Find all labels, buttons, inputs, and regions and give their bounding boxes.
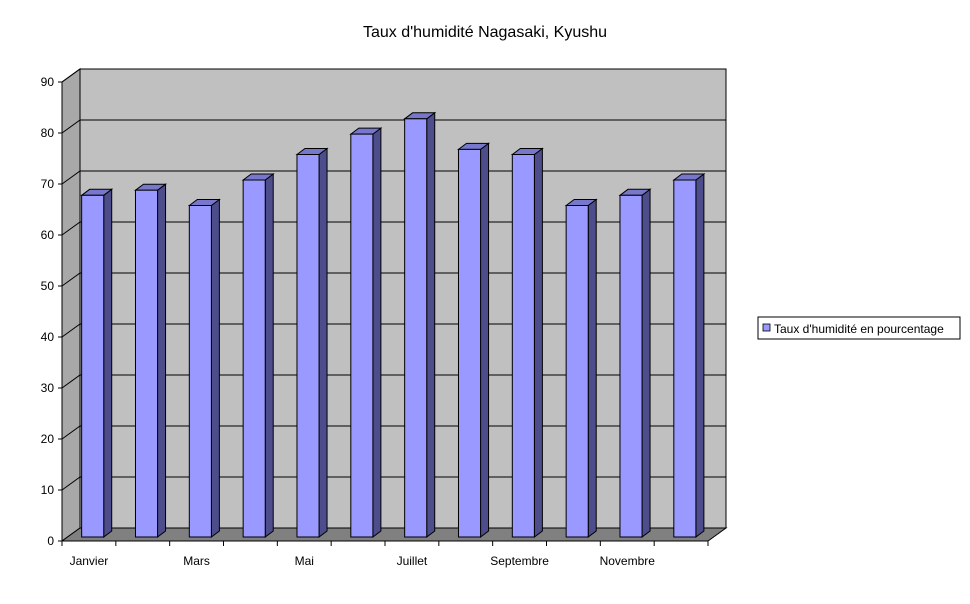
legend-box <box>757 316 961 340</box>
x-tick-label: Janvier <box>70 554 109 568</box>
y-tick-label: 10 <box>41 483 55 497</box>
gridline <box>61 323 726 338</box>
y-tick-label: 90 <box>41 75 55 89</box>
gridline <box>61 170 726 185</box>
gridline <box>61 374 726 389</box>
bar <box>188 205 212 538</box>
bar <box>242 179 266 538</box>
bar-side <box>641 188 651 538</box>
bar <box>511 154 535 538</box>
bar-side <box>372 127 382 538</box>
gridline <box>61 221 726 236</box>
bar <box>673 179 697 538</box>
y-tick-label: 50 <box>41 279 55 293</box>
side-wall <box>61 68 81 542</box>
bar-side <box>533 147 543 538</box>
gridline <box>61 425 726 440</box>
x-tick-label: Novembre <box>600 554 656 568</box>
y-tick-label: 0 <box>47 534 54 548</box>
y-tick-label: 30 <box>41 381 55 395</box>
back-wall <box>79 68 727 529</box>
bar-side <box>695 173 705 538</box>
gridline <box>61 68 726 83</box>
bar-side <box>157 183 167 538</box>
legend: Taux d'humidité en pourcentage <box>757 316 961 340</box>
y-tick-label: 60 <box>41 228 55 242</box>
plot-area: 0 10 20 30 40 50 60 70 80 90 Janvier Mars Mai Juillet… <box>41 68 728 568</box>
gridline <box>61 119 726 134</box>
bar <box>296 154 320 538</box>
x-tick-label: Juillet <box>397 554 428 568</box>
bar <box>350 133 374 538</box>
chart-title: Taux d'humidité Nagasaki, Kyushu <box>363 24 607 41</box>
bar-side <box>318 147 328 538</box>
bar <box>457 148 482 538</box>
bar <box>404 118 428 538</box>
y-tick-label: 40 <box>41 330 55 344</box>
y-tick-label: 20 <box>41 432 55 446</box>
bar <box>134 189 159 538</box>
bar-side <box>587 198 597 538</box>
x-tick-label: Mai <box>295 554 314 568</box>
bar-side <box>264 173 274 538</box>
bar <box>619 194 643 538</box>
bar-side <box>480 142 490 538</box>
bar <box>81 194 105 538</box>
bar <box>565 205 589 538</box>
x-tick-label: Septembre <box>490 554 549 568</box>
bar-side <box>210 198 220 538</box>
bar-side <box>426 111 436 538</box>
y-tick-label: 80 <box>41 126 55 140</box>
legend-swatch <box>762 323 771 332</box>
gridline <box>61 272 726 287</box>
bar-side <box>103 188 113 538</box>
gridline <box>61 476 726 491</box>
y-tick-label: 70 <box>41 177 55 191</box>
legend-label: Taux d'humidité en pourcentage <box>774 322 944 336</box>
x-tick-label: Mars <box>183 554 210 568</box>
